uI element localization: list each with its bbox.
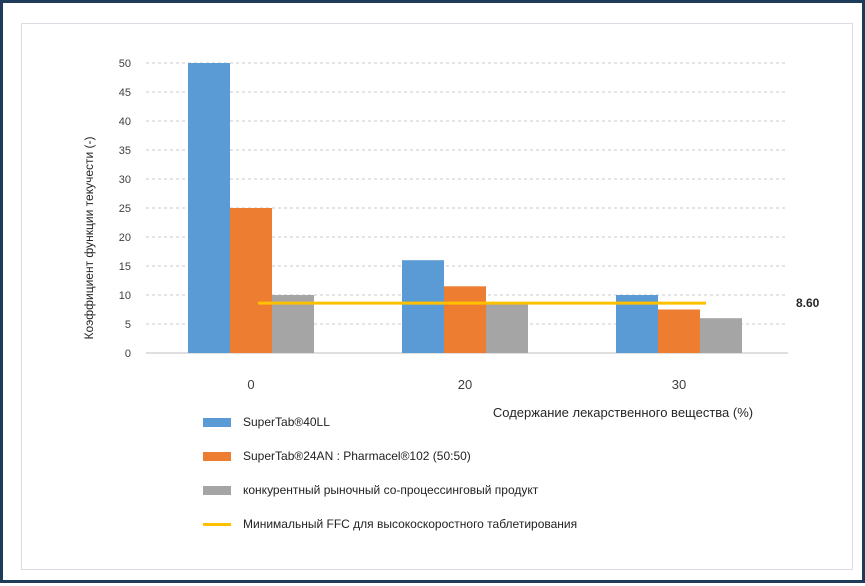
x-axis-title: Содержание лекарственного вещества (%) bbox=[493, 405, 753, 420]
legend-item-series-1: SuperTab®40LL bbox=[203, 413, 577, 431]
chart-plot: 0 5 10 15 20 25 30 35 40 45 50 0 20 30 8.60 Содержание … bbox=[82, 58, 820, 420]
y-tick-label-35: 35 bbox=[119, 145, 131, 157]
y-tick-label-15: 15 bbox=[119, 261, 131, 273]
legend-label-reference-line: Минимальный FFC для высокоскоростного та… bbox=[243, 517, 578, 531]
x-tick-label-0: 0 bbox=[247, 377, 254, 392]
bar-series-3-0 bbox=[272, 295, 314, 353]
y-tick-label-5: 5 bbox=[125, 319, 131, 331]
legend-swatch-series-2 bbox=[203, 451, 231, 461]
y-tick-label-40: 40 bbox=[119, 116, 131, 128]
legend-swatch-series-3 bbox=[203, 485, 231, 495]
legend-label-series-3: конкурентный рыночный со-процессинговый … bbox=[243, 483, 539, 497]
bar-series-2-20 bbox=[444, 286, 486, 353]
y-tick-label-25: 25 bbox=[119, 203, 131, 215]
bar-series-1-20 bbox=[402, 260, 444, 353]
y-tick-label-20: 20 bbox=[119, 232, 131, 244]
bar-series-1-30 bbox=[616, 295, 658, 353]
reference-line-label: 8.60 bbox=[796, 296, 820, 310]
legend-label-series-1: SuperTab®40LL bbox=[243, 415, 330, 429]
x-tick-label-30: 30 bbox=[672, 377, 686, 392]
legend-item-reference-line: Минимальный FFC для высокоскоростного та… bbox=[203, 515, 577, 533]
y-tick-label-45: 45 bbox=[119, 87, 131, 99]
x-tick-label-20: 20 bbox=[458, 377, 472, 392]
bar-series-2-30 bbox=[658, 309, 700, 353]
legend-label-series-2: SuperTab®24AN : Pharmacel®102 (50:50) bbox=[243, 449, 471, 463]
y-axis-title: Коэффициент функции текучести (-) bbox=[82, 136, 96, 339]
y-tick-label-0: 0 bbox=[125, 348, 131, 360]
y-tick-label-30: 30 bbox=[119, 174, 131, 186]
y-tick-label-10: 10 bbox=[119, 290, 131, 302]
y-tick-label-50: 50 bbox=[119, 58, 131, 70]
bar-series-3-20 bbox=[486, 303, 528, 353]
bar-series-3-30 bbox=[700, 318, 742, 353]
legend-item-series-2: SuperTab®24AN : Pharmacel®102 (50:50) bbox=[203, 447, 577, 465]
legend-item-series-3: конкурентный рыночный со-процессинговый … bbox=[203, 481, 577, 499]
legend-swatch-series-1 bbox=[203, 417, 231, 427]
legend-swatch-reference-line bbox=[203, 522, 231, 526]
bar-series-2-0 bbox=[230, 208, 272, 353]
chart-legend: SuperTab®40LL SuperTab®24AN : Pharmacel®… bbox=[203, 413, 577, 549]
bar-series-1-0 bbox=[188, 63, 230, 353]
